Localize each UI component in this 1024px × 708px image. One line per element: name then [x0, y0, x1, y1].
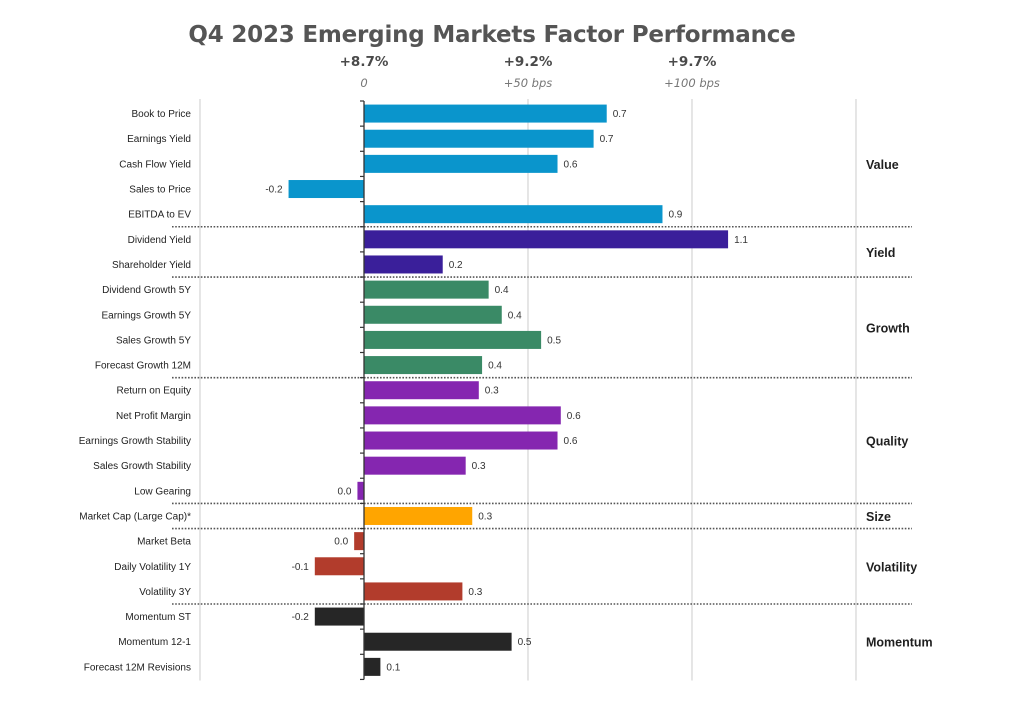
group-label-volatility: Volatility [866, 560, 917, 574]
category-label: Forecast Growth 12M [95, 361, 191, 372]
category-label: Return on Equity [117, 386, 192, 397]
bar [357, 481, 364, 500]
category-label: Sales Growth 5Y [116, 335, 191, 346]
bar [314, 607, 364, 626]
category-labels: Book to Price Earnings Yield Cash Flow Yie… [79, 109, 192, 673]
category-label: Cash Flow Yield [119, 159, 191, 170]
top-axis-label-2: +9.7% [667, 54, 717, 70]
value-label: 0.2 [449, 260, 463, 271]
bar [288, 180, 364, 199]
bar [364, 456, 466, 475]
value-label: 0.7 [613, 109, 627, 120]
group-labels: Value Yield Growth Quality Size Volatility Mom… [866, 158, 933, 650]
group-label-momentum: Momentum [866, 636, 933, 650]
category-label: Sales to Price [129, 185, 191, 196]
value-label: 0.5 [518, 637, 532, 648]
value-label: 0.3 [478, 511, 492, 522]
category-label: Shareholder Yield [112, 260, 191, 271]
value-labels: 0.7 0.7 0.6 -0.2 0.9 1.1 0.2 0.4 0.4 0.5 0.4 0.3 0.6… [265, 109, 748, 673]
category-label: Daily Volatility 1Y [114, 562, 191, 573]
category-label: Momentum ST [125, 612, 191, 623]
value-label: 0.3 [472, 461, 486, 472]
value-label: 0.1 [386, 662, 400, 673]
category-label: Book to Price [132, 109, 192, 120]
group-label-size: Size [866, 510, 891, 524]
value-label: 1.1 [734, 235, 748, 246]
bar [364, 280, 489, 299]
value-label: 0.3 [468, 587, 482, 598]
bar [364, 230, 729, 249]
bar [364, 406, 561, 425]
bar [364, 255, 443, 274]
bar [364, 205, 663, 224]
category-label: Volatility 3Y [139, 587, 191, 598]
category-label: Dividend Yield [128, 235, 191, 246]
value-label: 0.3 [485, 386, 499, 397]
value-label: 0.4 [508, 310, 522, 321]
value-label: 0.0 [334, 537, 348, 548]
bar [364, 381, 479, 400]
bar [364, 154, 558, 173]
group-label-value: Value [866, 158, 899, 172]
group-label-yield: Yield [866, 246, 895, 260]
bar [364, 104, 607, 123]
value-label: 0.4 [495, 285, 509, 296]
value-label: 0.0 [338, 486, 352, 497]
bar [364, 431, 558, 450]
value-label: 0.6 [564, 159, 578, 170]
zero-axis [360, 100, 365, 681]
top-axis-sublabel-1: +50 bps [503, 76, 553, 90]
category-label: Net Profit Margin [116, 411, 191, 422]
category-label: Sales Growth Stability [93, 461, 191, 472]
value-label: 0.6 [564, 436, 578, 447]
category-label: Earnings Growth Stability [79, 436, 191, 447]
bar [364, 330, 542, 349]
bars [288, 104, 729, 676]
bar [364, 305, 502, 324]
top-axis-sublabel-2: +100 bps [664, 76, 720, 90]
category-label: Momentum 12-1 [118, 637, 191, 648]
value-label: -0.2 [292, 612, 310, 623]
value-label: -0.1 [292, 562, 310, 573]
chart-title: Q4 2023 Emerging Markets Factor Performa… [188, 22, 796, 48]
bar [364, 657, 381, 676]
bar [364, 356, 483, 375]
value-label: 0.5 [547, 335, 561, 346]
bar [314, 557, 364, 576]
bar [354, 532, 364, 551]
gridlines [199, 99, 857, 681]
value-label: 0.9 [668, 210, 682, 221]
category-label: Market Cap (Large Cap)* [79, 511, 191, 522]
bar [364, 129, 594, 148]
bar [364, 506, 473, 525]
category-label: Forecast 12M Revisions [84, 662, 191, 673]
category-label: Earnings Growth 5Y [102, 310, 192, 321]
top-axis-label-0: +8.7% [339, 54, 389, 70]
category-label: Earnings Yield [127, 134, 191, 145]
group-label-quality: Quality [866, 435, 908, 449]
top-axis-sublabel-0: 0 [360, 76, 368, 90]
group-label-growth: Growth [866, 321, 910, 335]
value-label: 0.7 [600, 134, 614, 145]
value-label: -0.2 [265, 185, 283, 196]
value-label: 0.4 [488, 361, 502, 372]
category-label: Dividend Growth 5Y [102, 285, 191, 296]
bar [364, 582, 463, 601]
value-label: 0.6 [567, 411, 581, 422]
bar [364, 632, 512, 651]
category-label: Market Beta [137, 537, 191, 548]
top-axis-label-1: +9.2% [503, 54, 553, 70]
category-label: Low Gearing [134, 486, 191, 497]
category-label: EBITDA to EV [128, 210, 191, 221]
